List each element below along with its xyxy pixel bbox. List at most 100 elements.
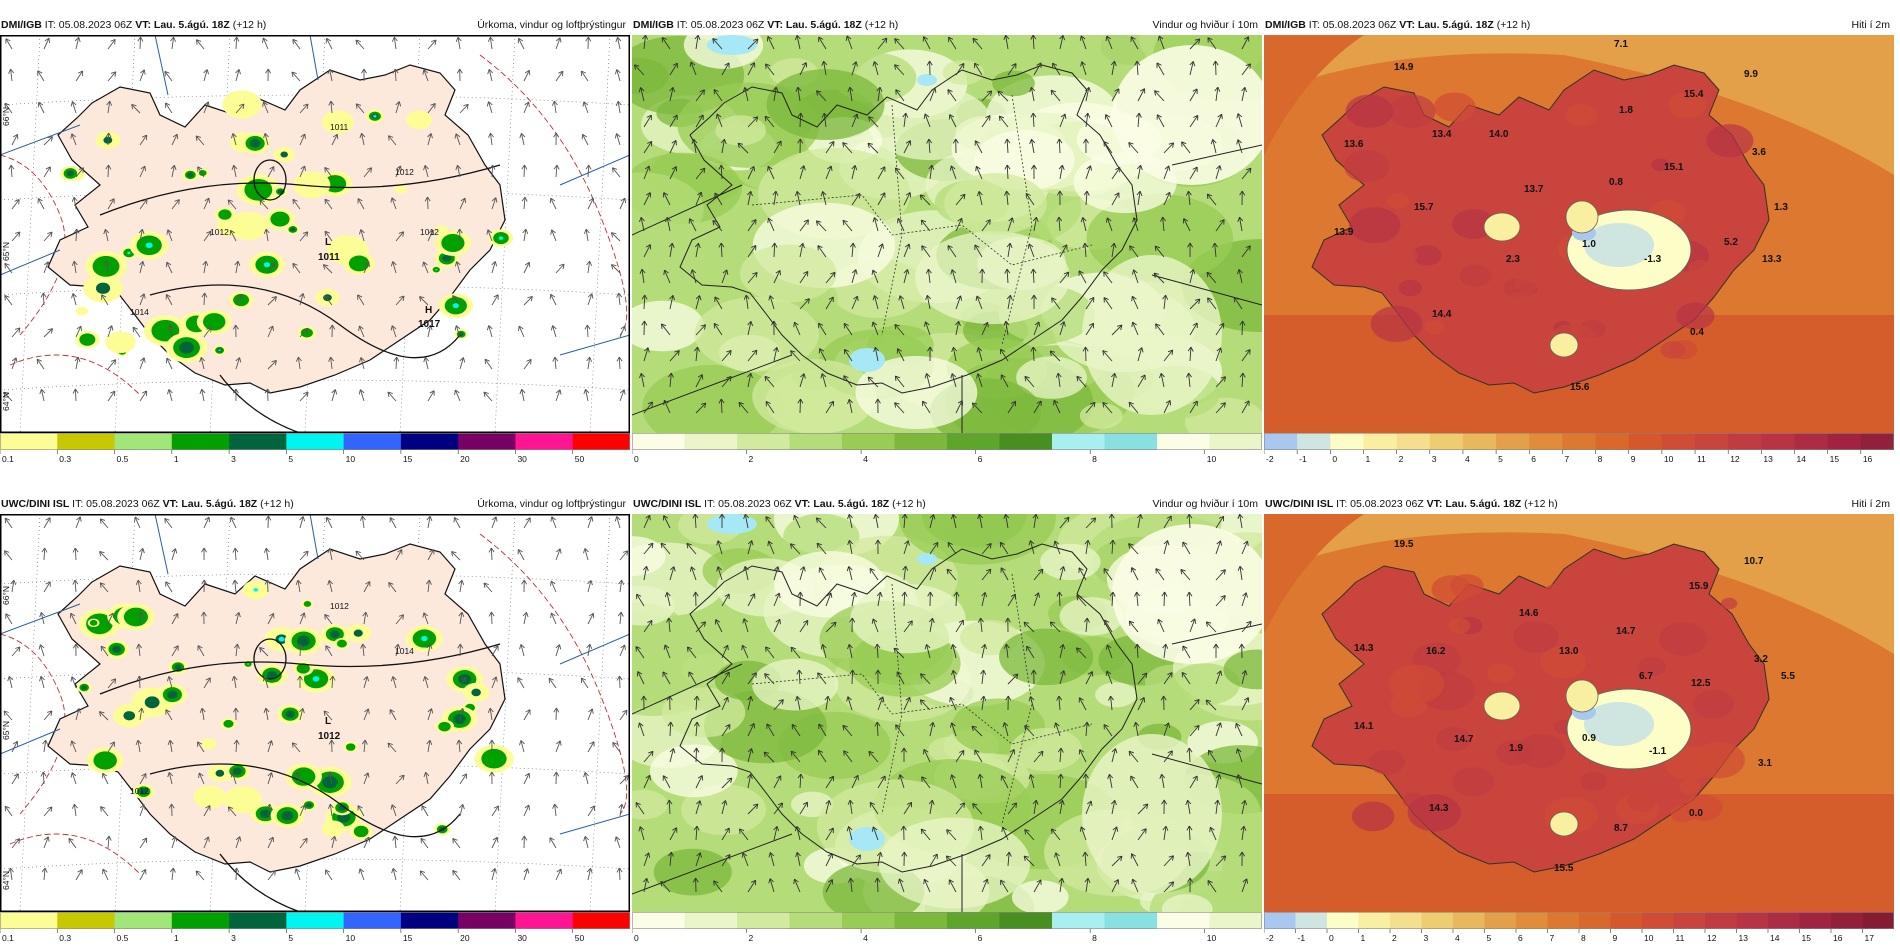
temperature-label: 16.2 [1426, 646, 1446, 657]
precip-colorbar: 0.1 0.3 0.5 1 3 5 10 15 20 30 50 [0, 912, 630, 947]
latitude-label: 65°N [1, 721, 11, 740]
colorbar-tick-label: 6 [978, 933, 983, 943]
lead-time: (+12 h) [232, 19, 267, 31]
init-time: IT: 05.08.2023 06Z [44, 19, 133, 31]
isobar-label: 1012 [330, 601, 349, 611]
colorbar-tick-label: 0.3 [59, 454, 71, 464]
panel-uwc-temp: UWC/DINI ISL IT: 05.08.2023 06Z VT: Lau.… [1264, 494, 1894, 947]
colorbar-tick-label: 4 [863, 933, 868, 943]
colorbar-tick-label: 14 [1797, 454, 1807, 464]
model-name: DMI/IGB [1, 19, 42, 31]
model-name: UWC/DINI ISL [1265, 498, 1334, 510]
panel-dmi-temp: DMI/IGB IT: 05.08.2023 06Z VT: Lau. 5.ág… [1264, 15, 1894, 468]
low-pressure-marker: L [325, 716, 331, 727]
high-pressure-value: 1017 [418, 319, 441, 330]
field-title: Vindur og hviður í 10m [1152, 498, 1258, 510]
colorbar-tick-label: 2 [749, 933, 754, 943]
colorbar-tick-label: 13 [1763, 454, 1773, 464]
low-pressure-value: 1011 [318, 252, 340, 263]
model-name: DMI/IGB [633, 19, 674, 31]
temperature-label: 13.3 [1762, 254, 1782, 265]
colorbar-tick-label: 8 [1092, 933, 1097, 943]
model-name: DMI/IGB [1265, 19, 1306, 31]
colorbar-tick-label: 3 [1424, 933, 1429, 943]
temperature-label: 15.7 [1414, 202, 1434, 213]
colorbar-tick-label: 6 [978, 454, 983, 464]
latitude-label: 66°N [1, 107, 11, 126]
temp-colorbar: -2 -1 0 1 2 3 4 5 6 7 8 9 10 11 12 13 14 15 16 [1264, 433, 1894, 468]
colorbar-tick-label: 17 [1865, 933, 1875, 943]
panel-header: DMI/IGB IT: 05.08.2023 06Z VT: Lau. 5.ág… [1264, 15, 1894, 35]
temperature-label: 8.7 [1614, 823, 1628, 834]
colorbar-tick-label: 10 [1664, 454, 1674, 464]
colorbar-tick-label: 11 [1697, 454, 1706, 464]
colorbar-tick-label: 1 [174, 933, 179, 943]
lead-time: (+12 h) [1496, 19, 1531, 31]
wind-map [632, 35, 1262, 433]
lead-time: (+12 h) [260, 498, 294, 510]
temp-map: 19.5 10.7 15.9 14.6 14.7 14.3 16.2 13.0 3.2 6.7 5.… [1264, 514, 1894, 912]
init-time: IT: 05.08.2023 06Z [676, 19, 765, 31]
temperature-label: 19.5 [1394, 539, 1414, 550]
temperature-label: 1.3 [1774, 202, 1788, 213]
colorbar-tick-label: 8 [1598, 454, 1603, 464]
temperature-label: 5.2 [1724, 237, 1738, 248]
panel-header: UWC/DINI ISL IT: 05.08.2023 06Z VT: Lau.… [632, 494, 1262, 514]
colorbar-tick-label: 15 [403, 933, 413, 943]
colorbar-tick-label: 0 [1329, 933, 1334, 943]
panel-dmi-precip: DMI/IGB IT: 05.08.2023 06Z VT: Lau. 5.ág… [0, 15, 630, 468]
colorbar-tick-label: 9 [1613, 933, 1618, 943]
colorbar-tick-label: 10 [1207, 454, 1217, 464]
precip-map: 1012 1014 1011 1012 1012 L 1011 H 1017 66°N 65°N 64… [0, 35, 630, 433]
field-title: Úrkoma, vindur og loftþrýstingur [477, 19, 626, 31]
colorbar-tick-label: 3 [231, 933, 236, 943]
colorbar-tick-label: 0.5 [117, 454, 129, 464]
temperature-label: 6.7 [1639, 671, 1653, 682]
colorbar-tick-label: 9 [1631, 454, 1636, 464]
colorbar-tick-label: 15 [1802, 933, 1812, 943]
colorbar-tick-label: 4 [1455, 933, 1460, 943]
temperature-label: 15.9 [1689, 581, 1709, 592]
temperature-label: 10.7 [1744, 556, 1764, 567]
colorbar-tick-label: 16 [1833, 933, 1843, 943]
latitude-label: 65°N [1, 242, 11, 261]
precip-colorbar: 0.1 0.3 0.5 1 3 5 10 15 20 30 50 [0, 433, 630, 468]
panel-header: UWC/DINI ISL IT: 05.08.2023 06Z VT: Lau.… [1264, 494, 1894, 514]
colorbar-tick-label: 50 [575, 933, 585, 943]
temperature-label: 9.9 [1744, 69, 1758, 80]
valid-time: VT: Lau. 5.ágú. 18Z [767, 19, 862, 31]
temperature-label: -1.1 [1649, 746, 1667, 757]
temperature-label: 14.7 [1454, 734, 1474, 745]
colorbar-tick-label: 0.5 [117, 933, 129, 943]
init-time: IT: 05.08.2023 06Z [1308, 19, 1397, 31]
model-name: UWC/DINI ISL [633, 498, 702, 510]
lead-time: (+12 h) [1524, 498, 1558, 510]
init-time: IT: 05.08.2023 06Z [72, 498, 160, 510]
temperature-label: 1.9 [1509, 743, 1523, 754]
colorbar-tick-label: -2 [1266, 454, 1274, 464]
panel-header: UWC/DINI ISL IT: 05.08.2023 06Z VT: Lau.… [0, 494, 630, 514]
colorbar-tick-label: -2 [1266, 933, 1274, 943]
colorbar-tick-label: 3 [1432, 454, 1437, 464]
colorbar-tick-label: 20 [460, 933, 470, 943]
temp-map: 7.1 14.9 9.9 15.4 1.8 13.6 13.4 14.0 3.6 15.1 0.8 1… [1264, 35, 1894, 433]
temperature-label: 3.6 [1752, 147, 1766, 158]
temperature-label: 13.7 [1524, 184, 1544, 195]
valid-time: VT: Lau. 5.ágú. 18Z [135, 19, 230, 31]
temperature-label: 13.0 [1559, 646, 1579, 657]
colorbar-tick-label: 11 [1676, 933, 1685, 943]
colorbar-tick-label: 5 [1498, 454, 1503, 464]
temperature-label: 14.7 [1616, 626, 1636, 637]
wind-map [632, 514, 1262, 912]
colorbar-tick-label: 15 [403, 454, 413, 464]
colorbar-tick-label: 0.1 [2, 454, 14, 464]
temperature-label: 14.0 [1489, 129, 1509, 140]
temperature-label: -1.3 [1644, 254, 1662, 265]
colorbar-tick-label: 5 [1487, 933, 1492, 943]
temperature-label: 0.9 [1582, 733, 1596, 744]
colorbar-tick-label: 30 [517, 933, 527, 943]
isobar-label: 1012 [210, 227, 229, 237]
temperature-label: 12.5 [1691, 678, 1711, 689]
temperature-label: 15.6 [1570, 382, 1590, 393]
colorbar-tick-label: 8 [1581, 933, 1586, 943]
